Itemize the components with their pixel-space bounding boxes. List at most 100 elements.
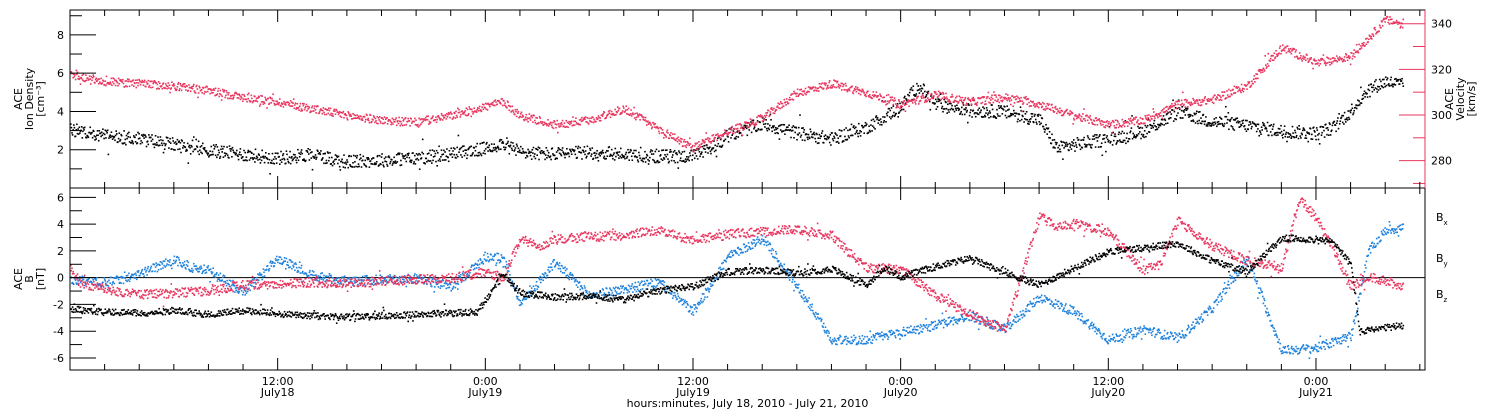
density-series-point: [767, 127, 770, 129]
velocity-series-point: [1374, 26, 1376, 29]
density-series-point: [123, 142, 126, 144]
velocity-series-point: [296, 103, 299, 105]
density-series-point: [787, 126, 789, 128]
velocity-series-point: [477, 110, 480, 112]
velocity-series-point: [484, 102, 487, 105]
density-series-point: [478, 154, 480, 157]
density-series-point: [604, 151, 607, 154]
velocity-series-point: [74, 74, 76, 76]
density-series-point: [322, 153, 325, 155]
velocity-series-point: [189, 86, 191, 89]
density-series-point: [350, 155, 352, 158]
density-series-point: [1057, 146, 1059, 149]
density-series-point: [1219, 116, 1221, 119]
density-series-point: [527, 152, 530, 154]
density-series-point: [1154, 129, 1157, 131]
density-series-point: [927, 90, 930, 93]
velocity-series-point: [169, 88, 172, 90]
velocity-series-point: [102, 80, 105, 82]
density-series-point: [307, 148, 309, 150]
density-series-point: [637, 160, 640, 163]
by-series-point: [103, 278, 106, 281]
density-series-point: [886, 114, 889, 117]
velocity-series-point: [723, 133, 726, 135]
by-series-point: [140, 272, 142, 274]
density-series-point: [222, 156, 225, 158]
density-series-point: [651, 150, 654, 152]
velocity-series-point: [358, 118, 361, 120]
density-series-point: [1121, 130, 1124, 133]
density-series-point: [158, 139, 160, 142]
density-series-point: [904, 102, 907, 105]
velocity-series-point: [844, 89, 846, 91]
density-series-point: [271, 152, 274, 155]
density-series-point: [944, 108, 946, 110]
density-series-point: [482, 152, 485, 154]
velocity-series-point: [801, 93, 803, 96]
density-series-point: [80, 126, 83, 128]
density-series-point: [957, 109, 960, 112]
density-series-point: [261, 149, 263, 152]
density-series-point: [142, 133, 145, 136]
velocity-series-point: [1012, 105, 1014, 108]
density-series-point: [1111, 144, 1114, 146]
velocity-series-point: [94, 78, 97, 81]
velocity-series-point: [406, 120, 409, 123]
velocity-series-point: [845, 85, 847, 87]
density-series-point: [576, 156, 578, 159]
density-series-point: [1271, 134, 1273, 137]
density-series-point: [698, 151, 701, 153]
density-series-point: [630, 149, 632, 152]
velocity-series-point: [1389, 16, 1391, 18]
velocity-series-point: [937, 90, 940, 93]
velocity-series-point: [252, 100, 254, 103]
density-series-point: [945, 107, 948, 110]
density-series-point: [1125, 142, 1127, 145]
density-series-point: [280, 150, 282, 153]
velocity-series-point: [1057, 110, 1060, 112]
density-series-point: [388, 155, 390, 157]
density-series-point: [1149, 124, 1152, 127]
density-series-point: [139, 137, 141, 140]
velocity-series-point: [543, 123, 545, 126]
velocity-series-point: [516, 108, 518, 111]
density-series-point: [412, 152, 414, 154]
density-series-point: [174, 149, 176, 151]
velocity-series-point: [534, 119, 536, 122]
density-series-point: [578, 151, 581, 153]
velocity-series-point: [963, 99, 965, 102]
velocity-series-point: [1298, 52, 1301, 54]
velocity-series-point: [916, 97, 918, 99]
velocity-series-point: [833, 79, 835, 81]
density-series-point: [286, 158, 289, 160]
density-series-point: [1269, 131, 1272, 133]
velocity-series-point: [1319, 63, 1322, 65]
by-series-point: [266, 265, 269, 267]
velocity-series-point: [157, 87, 159, 90]
density-series-point: [601, 149, 604, 152]
velocity-series-point: [137, 82, 140, 84]
velocity-series-point: [81, 74, 84, 77]
density-series-point: [496, 146, 498, 149]
density-series-point: [77, 128, 79, 130]
velocity-series-point: [426, 115, 428, 118]
density-series-point: [753, 127, 755, 130]
density-series-point: [658, 161, 661, 163]
density-series-point: [1355, 107, 1358, 110]
by-series-point: [143, 268, 146, 271]
velocity-series-point: [510, 110, 513, 113]
by-series-point: [352, 276, 355, 279]
density-series-point: [409, 159, 412, 162]
velocity-series-point: [735, 128, 738, 130]
velocity-series-point: [687, 142, 690, 145]
by-series-point: [195, 265, 197, 267]
by-series-point: [323, 274, 325, 277]
velocity-series-point: [337, 113, 340, 116]
density-series-point: [1243, 125, 1246, 127]
velocity-series-point: [267, 97, 270, 100]
velocity-series-point: [1113, 125, 1116, 127]
density-series-point: [872, 118, 875, 121]
velocity-series-point: [991, 94, 993, 97]
velocity-series-point: [1042, 101, 1044, 104]
by-series-point: [269, 261, 271, 264]
